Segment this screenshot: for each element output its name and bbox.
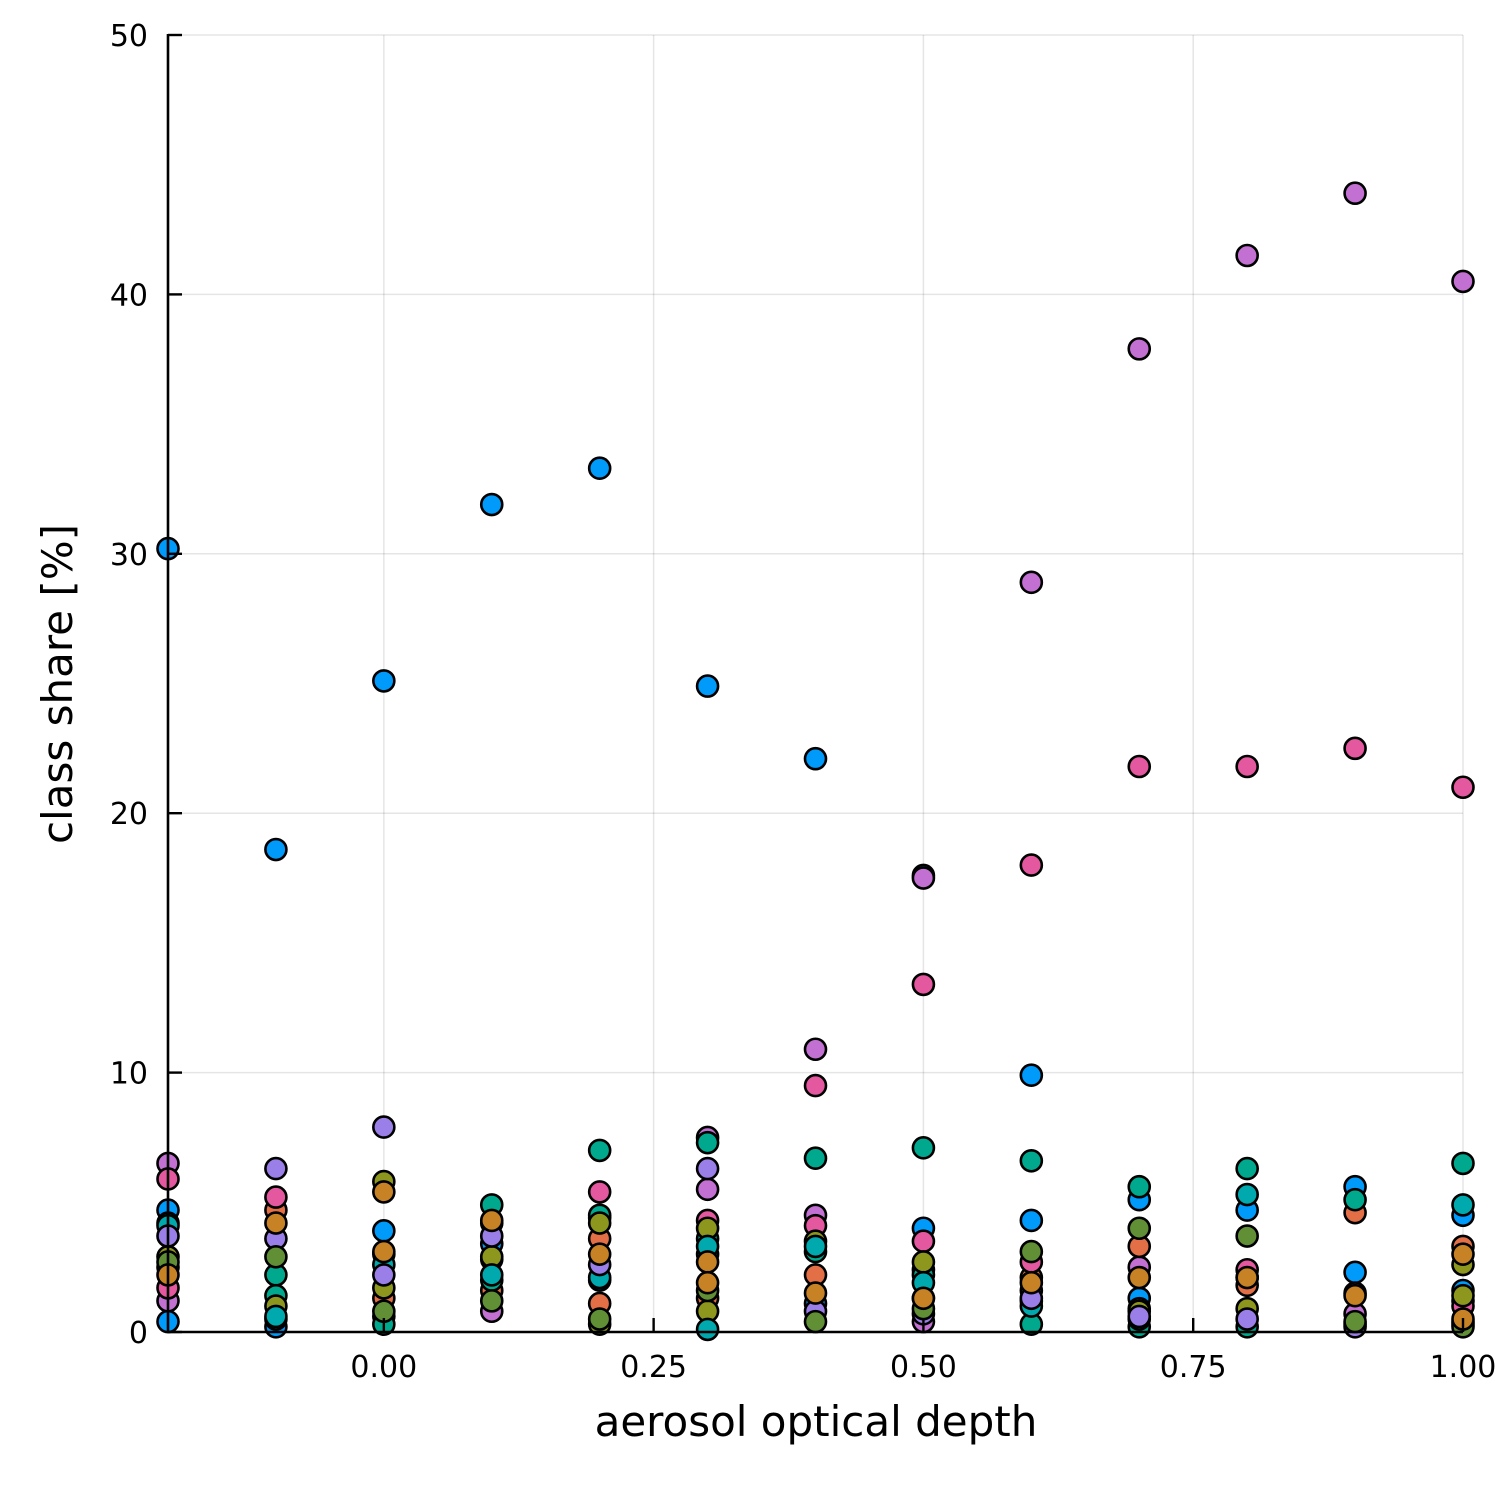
data-points	[156, 181, 1475, 1342]
data-point	[479, 1208, 504, 1233]
data-point	[1235, 1156, 1259, 1181]
data-point	[1127, 1174, 1152, 1199]
data-point	[911, 866, 936, 890]
data-point	[803, 1037, 828, 1062]
data-point	[803, 1146, 828, 1171]
data-point	[1451, 269, 1475, 294]
data-point	[1343, 1260, 1367, 1285]
x-tick-label: 1.00	[1430, 1350, 1497, 1385]
data-point	[803, 746, 828, 771]
data-point	[1235, 243, 1259, 268]
data-point	[587, 1211, 612, 1235]
data-point	[1019, 1063, 1044, 1087]
data-point	[264, 1211, 288, 1235]
data-point	[1451, 1283, 1475, 1308]
data-point	[587, 456, 612, 480]
data-point	[372, 1263, 396, 1287]
data-point	[911, 1136, 936, 1160]
data-point	[1451, 775, 1475, 800]
data-point	[264, 837, 288, 862]
x-tick-label: 0.25	[620, 1350, 687, 1385]
data-point	[695, 1130, 720, 1155]
data-point	[1235, 754, 1259, 779]
data-point	[803, 1234, 828, 1259]
data-point	[695, 674, 720, 698]
data-point	[1127, 1216, 1152, 1241]
data-point	[1127, 754, 1152, 779]
data-point	[587, 1242, 612, 1266]
data-point	[372, 1219, 396, 1243]
data-point	[264, 1304, 288, 1329]
data-point	[1451, 1193, 1475, 1217]
data-point	[1451, 1242, 1475, 1266]
data-point	[1451, 1151, 1475, 1176]
data-point	[372, 669, 396, 693]
data-point	[1343, 181, 1367, 206]
data-point	[1343, 1187, 1367, 1212]
data-point	[695, 1177, 720, 1202]
x-tick-label: 0.50	[890, 1350, 957, 1385]
data-point	[372, 1115, 396, 1139]
data-point	[264, 1185, 288, 1209]
data-point	[372, 1239, 396, 1264]
data-point	[1019, 1239, 1044, 1264]
x-tick-label: 0.75	[1160, 1350, 1227, 1385]
data-point	[1343, 736, 1367, 761]
axes	[166, 33, 1465, 1334]
tick-labels: 0.00 0.25 0.50 0.75 1.00 0 10 20 30 40 50	[110, 19, 1497, 1385]
data-point	[1127, 1304, 1152, 1329]
data-point	[264, 1244, 288, 1269]
data-point	[479, 1263, 504, 1287]
data-point	[264, 1156, 288, 1181]
y-tick-label: 30	[110, 538, 148, 573]
data-point	[1343, 1283, 1367, 1308]
data-point	[695, 1156, 720, 1181]
data-point	[587, 1180, 612, 1204]
y-tick-label: 20	[110, 797, 148, 832]
data-point	[1019, 1208, 1044, 1233]
data-point	[803, 1281, 828, 1305]
data-point	[1235, 1307, 1259, 1331]
grid-lines	[168, 34, 1464, 1333]
x-tick-label: 0.00	[350, 1350, 417, 1385]
data-point	[803, 1073, 828, 1098]
data-point	[695, 1317, 720, 1342]
data-point	[587, 1138, 612, 1163]
data-point	[803, 1309, 828, 1334]
data-point	[695, 1270, 720, 1295]
y-tick-label: 50	[110, 19, 148, 54]
data-point	[1127, 337, 1152, 361]
y-tick-label: 10	[110, 1057, 148, 1092]
data-point	[1235, 1182, 1259, 1207]
data-point	[1019, 1270, 1044, 1295]
data-point	[911, 972, 936, 997]
data-point	[587, 1307, 612, 1331]
data-point	[1343, 1309, 1367, 1334]
data-point	[911, 1229, 936, 1254]
data-point	[479, 492, 504, 517]
data-point	[479, 1289, 504, 1313]
y-tick-label: 0	[129, 1316, 148, 1351]
data-point	[1127, 1265, 1152, 1290]
data-point	[1019, 1148, 1044, 1173]
data-point	[1235, 1265, 1259, 1290]
data-point	[1019, 853, 1044, 877]
data-point	[1019, 570, 1044, 595]
data-point	[695, 1250, 720, 1274]
data-point	[911, 1286, 936, 1311]
y-axis-title: class share [%]	[33, 524, 82, 844]
x-axis-title: aerosol optical depth	[595, 1397, 1038, 1446]
data-point	[1235, 1224, 1259, 1248]
y-tick-label: 40	[110, 278, 148, 313]
data-point	[911, 1250, 936, 1274]
data-point	[372, 1180, 396, 1204]
